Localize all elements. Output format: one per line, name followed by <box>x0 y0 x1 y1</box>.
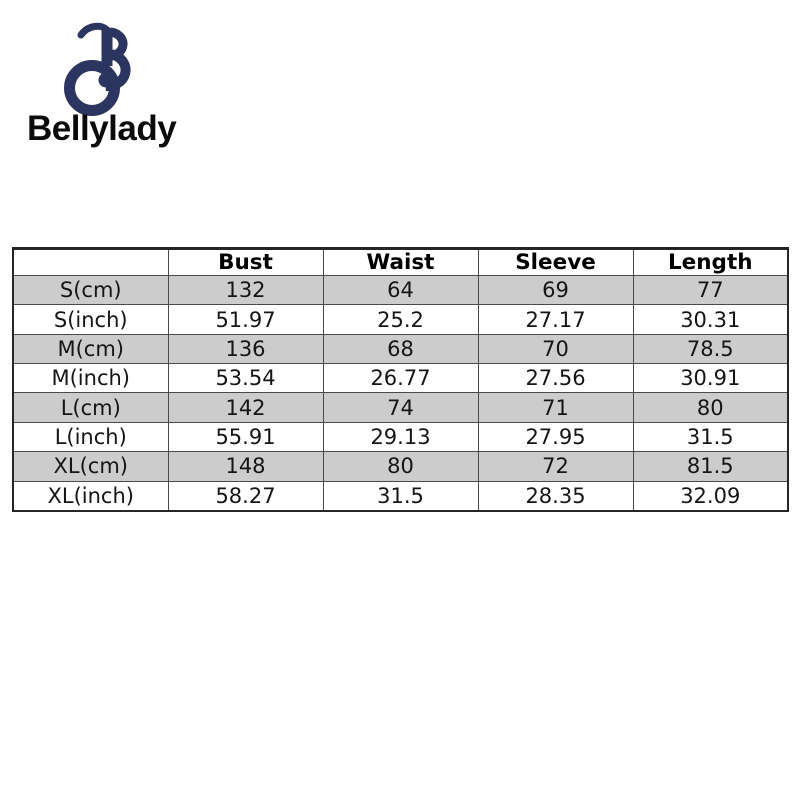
row-label: XL(inch) <box>12 480 169 512</box>
size-chart-cell: 71 <box>477 392 634 423</box>
row-label: L(cm) <box>12 392 169 423</box>
row-label: L(inch) <box>12 421 169 453</box>
table-row: L(inch) 55.91 29.13 27.95 31.5 <box>12 421 789 453</box>
size-chart-cell: 132 <box>167 274 324 306</box>
size-chart-cell: 55.91 <box>167 421 324 453</box>
bellylady-logo-icon <box>55 22 170 117</box>
column-header-sleeve: Sleeve <box>477 247 634 276</box>
size-chart-cell: 142 <box>167 392 324 423</box>
size-chart-cell: 77 <box>632 274 789 306</box>
row-label: XL(cm) <box>12 451 169 482</box>
size-chart-body: S(cm) 132 64 69 77 S(inch) 51.97 25.2 27… <box>12 274 789 512</box>
size-chart-cell: 148 <box>167 451 324 482</box>
size-chart-cell: 72 <box>477 451 634 482</box>
table-row: S(inch) 51.97 25.2 27.17 30.31 <box>12 304 789 335</box>
size-chart-cell: 70 <box>477 333 634 365</box>
size-chart-cell: 27.95 <box>477 421 634 453</box>
size-chart-cell: 69 <box>477 274 634 306</box>
size-chart-cell: 32.09 <box>632 480 789 512</box>
size-chart-cell: 25.2 <box>322 304 479 335</box>
table-row: M(cm) 136 68 70 78.5 <box>12 333 789 365</box>
row-label: M(inch) <box>12 363 169 394</box>
size-chart-cell: 68 <box>322 333 479 365</box>
size-chart-cell: 78.5 <box>632 333 789 365</box>
size-chart-cell: 81.5 <box>632 451 789 482</box>
size-chart-cell: 26.77 <box>322 363 479 394</box>
table-row: XL(inch) 58.27 31.5 28.35 32.09 <box>12 480 789 512</box>
size-chart-cell: 51.97 <box>167 304 324 335</box>
row-label: S(inch) <box>12 304 169 335</box>
size-chart-cell: 29.13 <box>322 421 479 453</box>
size-chart-cell: 64 <box>322 274 479 306</box>
size-chart-cell: 53.54 <box>167 363 324 394</box>
size-chart-cell: 30.91 <box>632 363 789 394</box>
size-chart-cell: 80 <box>322 451 479 482</box>
size-chart-cell: 136 <box>167 333 324 365</box>
size-chart-header: Bust Waist Sleeve Length <box>12 247 789 276</box>
table-row: S(cm) 132 64 69 77 <box>12 274 789 306</box>
brand-name: Bellylady <box>27 109 177 148</box>
size-chart-cell: 74 <box>322 392 479 423</box>
row-label: S(cm) <box>12 274 169 306</box>
column-header-waist: Waist <box>322 247 479 276</box>
size-chart-table: Bust Waist Sleeve Length S(cm) 132 64 69… <box>12 247 789 512</box>
size-chart-cell: 27.17 <box>477 304 634 335</box>
table-row: M(inch) 53.54 26.77 27.56 30.91 <box>12 363 789 394</box>
size-chart-cell: 31.5 <box>322 480 479 512</box>
size-chart-cell: 80 <box>632 392 789 423</box>
column-header-length: Length <box>632 247 789 276</box>
size-chart-cell: 58.27 <box>167 480 324 512</box>
column-header-blank <box>12 247 169 276</box>
table-row: XL(cm) 148 80 72 81.5 <box>12 451 789 482</box>
size-chart-cell: 31.5 <box>632 421 789 453</box>
table-row: L(cm) 142 74 71 80 <box>12 392 789 423</box>
size-chart-cell: 27.56 <box>477 363 634 394</box>
column-header-bust: Bust <box>167 247 324 276</box>
header-row: Bust Waist Sleeve Length <box>12 247 789 276</box>
size-chart-cell: 30.31 <box>632 304 789 335</box>
size-chart-cell: 28.35 <box>477 480 634 512</box>
row-label: M(cm) <box>12 333 169 365</box>
